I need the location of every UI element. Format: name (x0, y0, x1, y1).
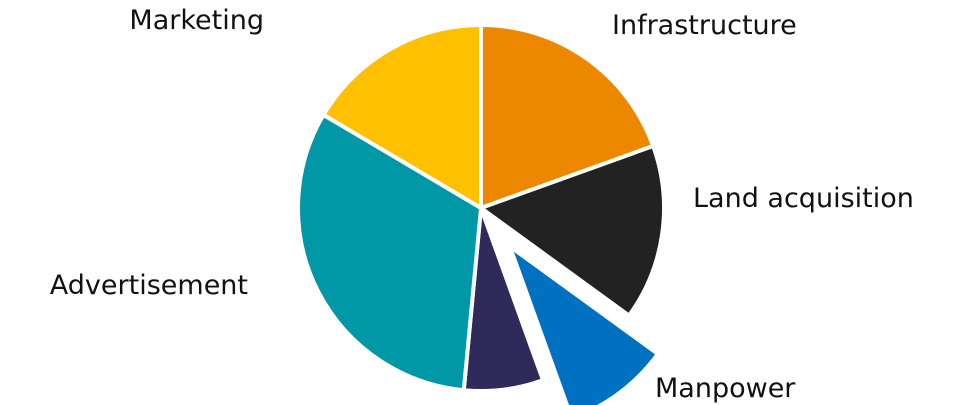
pie-label-advertisement: Advertisement (50, 270, 248, 301)
pie-slice-advertisement (296, 112, 483, 393)
pie-slice-manpower (507, 244, 660, 405)
pie-slice-marketing (321, 23, 483, 210)
pie-label-manpower: Manpower (655, 373, 796, 404)
pie-labels: Infrastructure Land acquisition Manpower Ad… (50, 5, 914, 404)
pie-slice-infrastructure (479, 23, 656, 210)
pie-slice-land-acquisition (479, 144, 666, 318)
pie-label-marketing: Marketing (129, 5, 264, 36)
pie-label-infrastructure: Infrastructure (612, 10, 797, 41)
pie-label-land-acquisition: Land acquisition (693, 183, 914, 214)
pie-slices (296, 23, 666, 405)
